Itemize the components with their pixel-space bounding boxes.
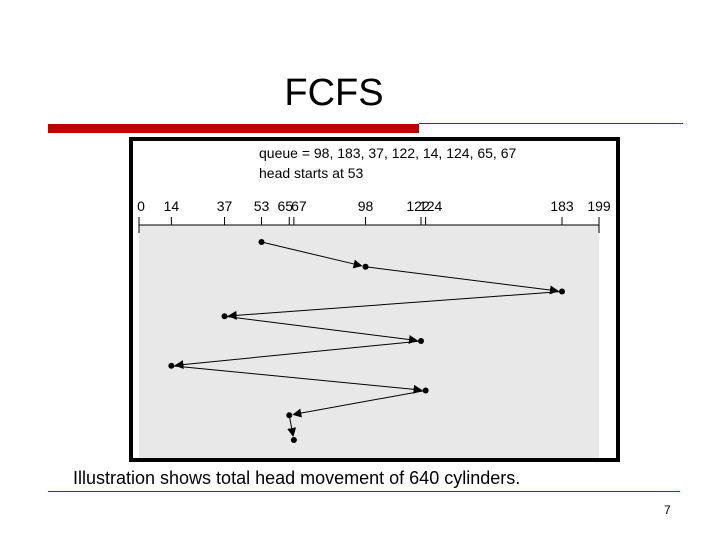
head-position-point bbox=[362, 263, 369, 270]
head-position-point bbox=[422, 387, 429, 394]
head-position-point bbox=[290, 437, 297, 443]
axis-tick-label: 53 bbox=[254, 198, 270, 214]
head-movement-path bbox=[287, 415, 297, 437]
head-position-point bbox=[168, 362, 175, 369]
head-position-point bbox=[221, 313, 228, 320]
head-movement-path bbox=[227, 291, 563, 320]
footer-rule bbox=[48, 491, 680, 492]
head-start-label: head starts at 53 bbox=[259, 165, 364, 181]
axis-tick-label: 0 bbox=[137, 198, 145, 214]
plot-area bbox=[139, 225, 599, 458]
head-movement-path bbox=[261, 241, 363, 269]
axis-tick-label: 65 bbox=[277, 198, 293, 214]
caption: Illustration shows total head movement o… bbox=[73, 468, 521, 488]
head-position-point bbox=[418, 338, 425, 344]
head-position-point bbox=[559, 288, 566, 295]
head-movement-path bbox=[174, 340, 422, 370]
page-number: 7 bbox=[664, 503, 671, 517]
head-movement-path bbox=[224, 315, 418, 344]
head-position-point bbox=[258, 239, 265, 245]
axis-tick-label: 199 bbox=[587, 198, 611, 214]
title-underline-line bbox=[419, 123, 683, 124]
slide-title: FCFS bbox=[284, 72, 384, 114]
axis-tick-label: 67 bbox=[291, 198, 307, 214]
head-movement-path bbox=[365, 266, 559, 295]
axis-tick-label: 98 bbox=[358, 198, 374, 214]
title-underline-bar bbox=[48, 124, 419, 133]
fcfs-figure: queue = 98, 183, 37, 122, 14, 124, 65, 6… bbox=[129, 137, 620, 462]
head-movement-path bbox=[292, 390, 426, 418]
head-position-point bbox=[286, 412, 293, 419]
axis-tick-label: 183 bbox=[550, 198, 574, 214]
axis-tick-label: 37 bbox=[217, 198, 233, 214]
queue-label: queue = 98, 183, 37, 122, 14, 124, 65, 6… bbox=[259, 145, 517, 161]
axis-tick-label: 14 bbox=[164, 198, 180, 214]
head-movement-path bbox=[171, 365, 423, 394]
axis-tick-label: 124 bbox=[419, 198, 443, 214]
axis-tick-label: 122 bbox=[406, 198, 430, 214]
